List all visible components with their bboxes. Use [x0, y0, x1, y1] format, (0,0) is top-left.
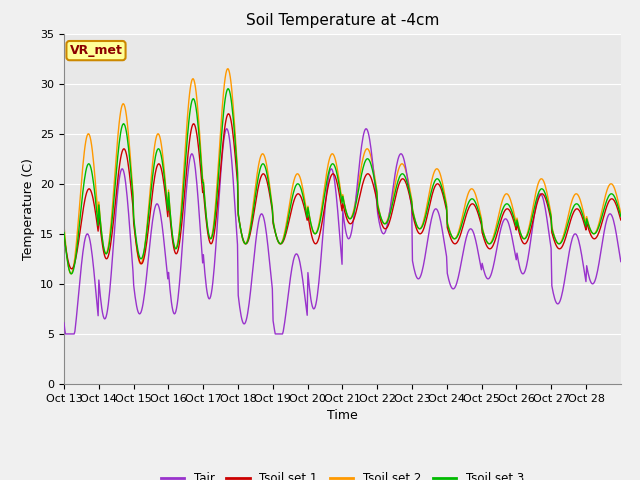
Tair — [256, 213, 264, 219]
X-axis label: Time: Time — [327, 409, 358, 422]
Tair — [228, 167, 236, 173]
Tsoil set 3 — [433, 176, 440, 182]
Tsoil set 2 — [229, 103, 237, 108]
Tsoil set 3 — [229, 115, 237, 120]
Tsoil set 3 — [617, 213, 625, 219]
Tsoil set 3 — [224, 86, 232, 92]
Line: Tair: Tair — [64, 129, 621, 334]
Tsoil set 1 — [401, 179, 409, 184]
Tair — [433, 206, 440, 212]
Tsoil set 2 — [433, 166, 440, 172]
Tair — [126, 229, 134, 235]
Tsoil set 1 — [278, 240, 285, 246]
Tsoil set 2 — [617, 211, 625, 216]
Tsoil set 3 — [257, 164, 264, 170]
Tsoil set 3 — [67, 271, 75, 277]
Y-axis label: Temperature (C): Temperature (C) — [22, 158, 35, 260]
Tsoil set 3 — [278, 240, 285, 246]
Tsoil set 3 — [401, 174, 409, 180]
Tsoil set 1 — [257, 175, 264, 180]
Tsoil set 1 — [60, 233, 68, 239]
Line: Tsoil set 3: Tsoil set 3 — [64, 89, 621, 274]
Tair — [277, 331, 285, 337]
Tsoil set 1 — [68, 266, 76, 272]
Legend: Tair, Tsoil set 1, Tsoil set 2, Tsoil set 3: Tair, Tsoil set 1, Tsoil set 2, Tsoil se… — [156, 467, 529, 480]
Tsoil set 2 — [60, 223, 68, 228]
Tair — [362, 126, 370, 132]
Tsoil set 1 — [229, 132, 237, 138]
Tsoil set 1 — [433, 181, 440, 187]
Title: Soil Temperature at -4cm: Soil Temperature at -4cm — [246, 13, 439, 28]
Tair — [401, 162, 409, 168]
Tsoil set 1 — [617, 217, 625, 223]
Tair — [61, 331, 69, 337]
Text: VR_met: VR_met — [70, 44, 122, 57]
Tair — [60, 320, 68, 326]
Tsoil set 2 — [126, 151, 134, 156]
Tsoil set 1 — [225, 111, 232, 117]
Tair — [617, 259, 625, 264]
Tsoil set 3 — [60, 229, 68, 235]
Tsoil set 1 — [126, 176, 134, 182]
Line: Tsoil set 2: Tsoil set 2 — [64, 69, 621, 274]
Tsoil set 2 — [224, 66, 232, 72]
Tsoil set 2 — [401, 166, 409, 171]
Tsoil set 3 — [126, 160, 134, 166]
Line: Tsoil set 1: Tsoil set 1 — [64, 114, 621, 269]
Tsoil set 2 — [278, 239, 285, 245]
Tsoil set 2 — [257, 154, 264, 159]
Tsoil set 2 — [67, 271, 75, 276]
